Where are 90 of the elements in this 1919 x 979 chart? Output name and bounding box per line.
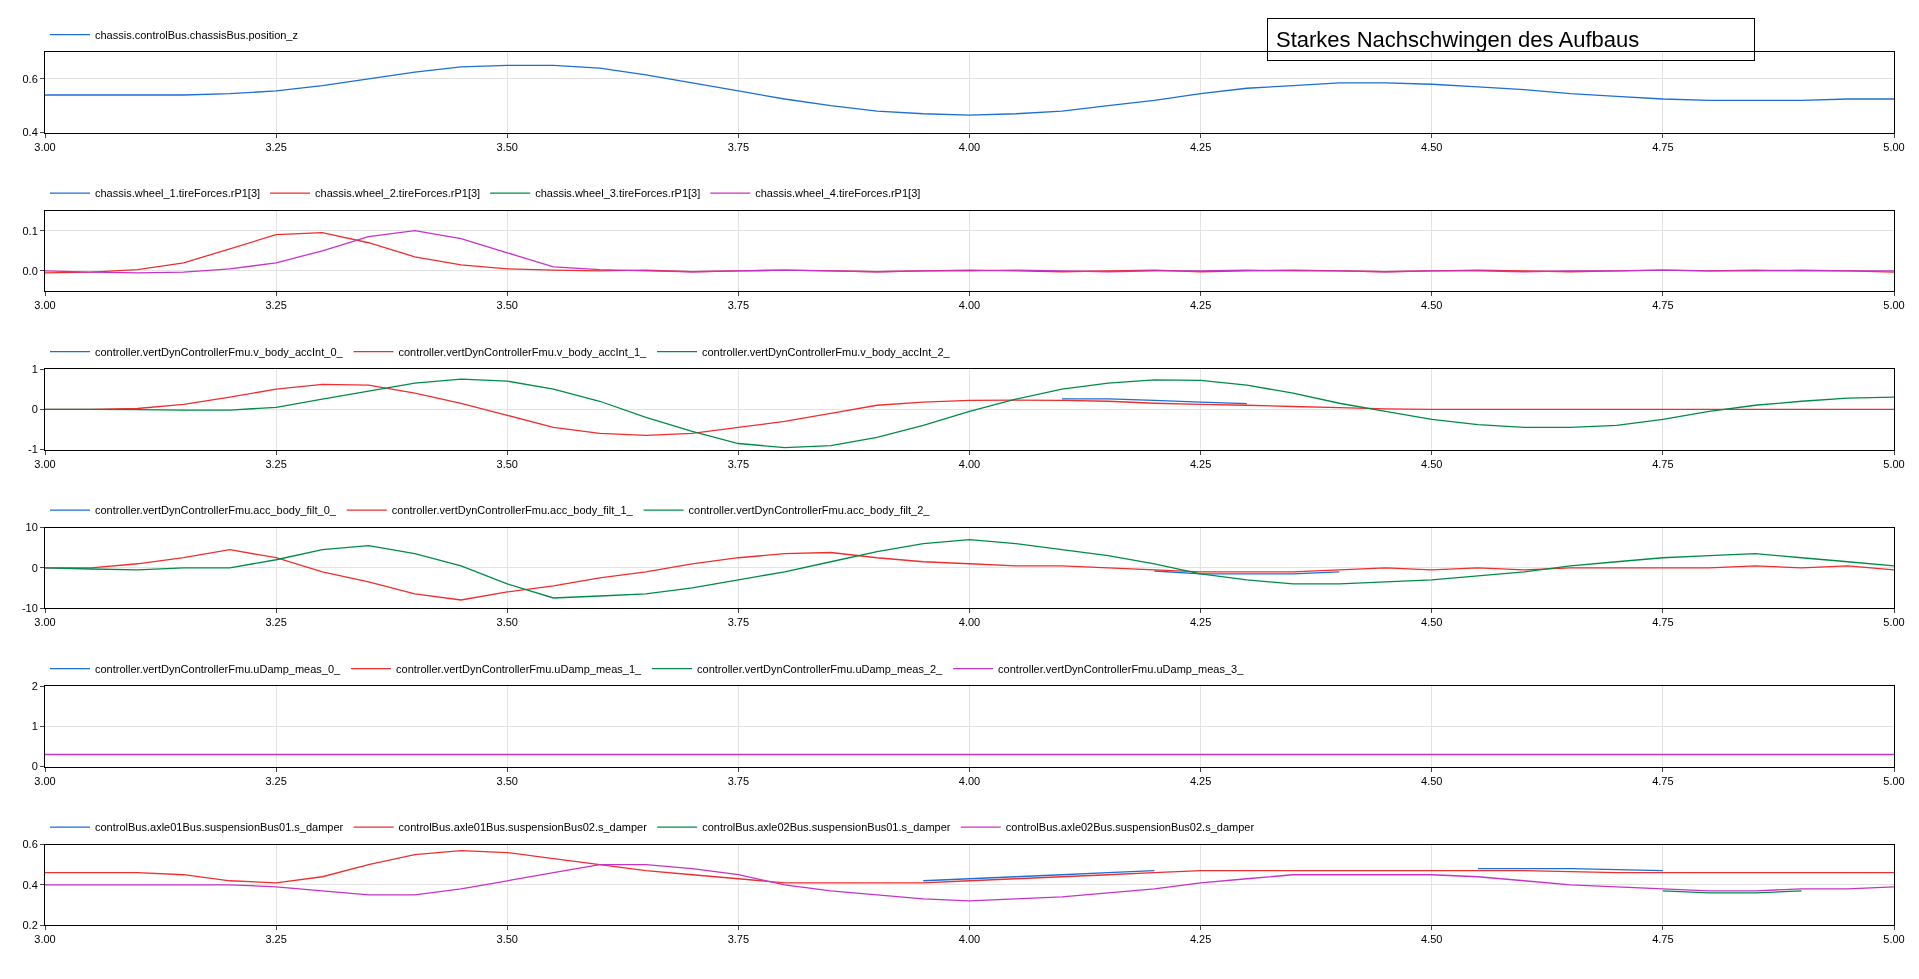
y-tick-label: 0.1 (22, 224, 38, 237)
x-tick-label: 4.50 (1421, 299, 1443, 312)
x-tick-label: 3.50 (496, 933, 518, 946)
x-tick-label: 3.00 (34, 933, 56, 946)
x-tick-label: 3.25 (265, 140, 287, 153)
y-tick-label: 10 (25, 521, 38, 534)
legend-label: chassis.wheel_2.tireForces.rP1[3] (315, 187, 481, 200)
x-tick-label: 3.50 (496, 616, 518, 629)
x-tick-label: 4.75 (1652, 933, 1674, 946)
x-tick-label: 3.75 (727, 457, 750, 470)
x-tick-label: 4.50 (1421, 774, 1443, 787)
x-tick-label: 3.00 (34, 140, 56, 153)
y-tick-label: -10 (21, 601, 38, 614)
y-tick-label: 0 (31, 561, 38, 574)
x-tick-label: 4.50 (1421, 616, 1443, 629)
legend-label: controller.vertDynControllerFmu.v_body_accInt_2_ (702, 345, 951, 358)
x-tick-label: 4.50 (1421, 140, 1443, 153)
y-tick-label: 1 (31, 720, 38, 733)
x-tick-label: 4.00 (958, 616, 981, 629)
x-tick-label: 3.25 (265, 616, 287, 629)
x-tick-label: 4.25 (1189, 299, 1212, 312)
x-tick-label: 4.75 (1652, 774, 1674, 787)
x-tick-label: 3.25 (265, 774, 287, 787)
y-tick-label: 1 (31, 362, 38, 375)
legend-label: controller.vertDynControllerFmu.uDamp_meas_3_ (998, 662, 1245, 675)
y-tick-label: 0 (31, 403, 38, 416)
y-tick-label: 0 (31, 760, 38, 773)
legend-label: controller.vertDynControllerFmu.v_body_accInt_1_ (398, 345, 647, 358)
x-tick-label: 4.00 (958, 140, 981, 153)
y-tick-label: -1 (28, 443, 38, 456)
x-tick-label: 4.00 (958, 457, 981, 470)
legend-label: controlBus.axle01Bus.suspensionBus01.s_damper (95, 821, 344, 834)
text: Starkes Nachschwingen des Aufbaus (1276, 27, 1640, 52)
legend-label: controlBus.axle01Bus.suspensionBus02.s_damper (398, 821, 648, 834)
legend-label: chassis.controlBus.chassisBus.position_z (95, 28, 298, 41)
x-tick-label: 3.25 (265, 933, 287, 946)
x-tick-label: 3.50 (496, 140, 518, 153)
y-tick-label: 0.4 (22, 126, 38, 139)
x-tick-label: 4.75 (1652, 457, 1674, 470)
x-tick-label: 4.00 (958, 774, 981, 787)
y-tick-label: 0.4 (22, 878, 38, 891)
legend-label: controller.vertDynControllerFmu.uDamp_meas_1_ (396, 662, 643, 675)
x-tick-label: 3.25 (265, 299, 287, 312)
x-tick-label: 3.75 (727, 140, 750, 153)
x-tick-label: 4.25 (1189, 774, 1212, 787)
legend-label: controller.vertDynControllerFmu.uDamp_meas_2_ (697, 662, 944, 675)
y-tick-label: 0.2 (22, 918, 38, 931)
x-tick-label: 4.25 (1189, 933, 1212, 946)
x-tick-label: 3.75 (727, 299, 750, 312)
x-tick-label: 3.00 (34, 457, 56, 470)
x-tick-label: 5.00 (1883, 299, 1905, 312)
x-tick-label: 3.00 (34, 774, 56, 787)
x-tick-label: 3.50 (496, 299, 518, 312)
x-tick-label: 4.25 (1189, 140, 1212, 153)
x-tick-label: 3.75 (727, 933, 750, 946)
x-tick-label: 3.50 (496, 457, 518, 470)
x-tick-label: 3.75 (727, 616, 750, 629)
x-tick-label: 4.25 (1189, 616, 1212, 629)
x-tick-label: 5.00 (1883, 457, 1905, 470)
y-tick-label: 0.6 (22, 72, 38, 85)
legend-label: chassis.wheel_4.tireForces.rP1[3] (755, 187, 921, 200)
legend-label: chassis.wheel_1.tireForces.rP1[3] (95, 187, 261, 200)
x-tick-label: 3.75 (727, 774, 750, 787)
x-tick-label: 4.50 (1421, 457, 1443, 470)
x-tick-label: 5.00 (1883, 616, 1905, 629)
x-tick-label: 3.00 (34, 299, 56, 312)
x-tick-label: 4.75 (1652, 140, 1674, 153)
x-tick-label: 4.00 (958, 299, 981, 312)
legend-label: controller.vertDynControllerFmu.acc_body_filt_2_ (688, 504, 931, 517)
legend-label: controller.vertDynControllerFmu.v_body_accInt_0_ (95, 345, 344, 358)
x-tick-label: 4.00 (958, 933, 981, 946)
x-tick-label: 4.75 (1652, 299, 1674, 312)
x-tick-label: 5.00 (1883, 933, 1905, 946)
legend-label: controlBus.axle02Bus.suspensionBus02.s_damper (1005, 821, 1255, 834)
x-tick-label: 5.00 (1883, 140, 1905, 153)
x-tick-label: 4.50 (1421, 933, 1443, 946)
y-tick-label: 2 (31, 679, 38, 692)
y-tick-label: 0.6 (22, 838, 38, 851)
x-tick-label: 4.25 (1189, 457, 1212, 470)
legend-label: controller.vertDynControllerFmu.acc_body_filt_1_ (391, 504, 634, 517)
x-tick-label: 4.75 (1652, 616, 1674, 629)
legend-label: controlBus.axle02Bus.suspensionBus01.s_damper (702, 821, 951, 834)
x-tick-label: 5.00 (1883, 774, 1905, 787)
x-tick-label: 3.25 (265, 457, 287, 470)
legend-label: controller.vertDynControllerFmu.uDamp_meas_0_ (95, 662, 342, 675)
x-tick-label: 3.00 (34, 616, 56, 629)
x-tick-label: 3.50 (496, 774, 518, 787)
y-tick-label: 0.0 (22, 264, 38, 277)
legend-label: chassis.wheel_3.tireForces.rP1[3] (535, 187, 701, 200)
legend-label: controller.vertDynControllerFmu.acc_body_filt_0_ (95, 504, 337, 517)
